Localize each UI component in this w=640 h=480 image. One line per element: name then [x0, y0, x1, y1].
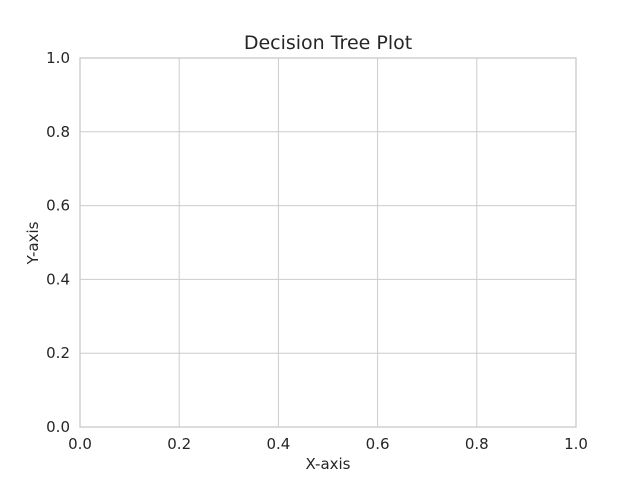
y-tick-label: 0.8 [46, 123, 70, 141]
x-tick-label: 0.8 [465, 435, 489, 453]
y-axis-label: Y-axis [24, 221, 42, 265]
x-tick-label: 0.2 [167, 435, 191, 453]
plot-frame-outline [79, 57, 577, 428]
x-tick-label: 0.6 [366, 435, 390, 453]
y-tick-labels: 0.0 0.2 0.4 0.6 0.8 1.0 [46, 49, 70, 436]
y-tick-label: 0.2 [46, 344, 70, 362]
y-tick-label: 0.4 [46, 270, 70, 288]
plot-frame [79, 57, 577, 428]
y-tick-label: 0.6 [46, 197, 70, 215]
chart-title: Decision Tree Plot [244, 32, 412, 54]
y-tick-label: 1.0 [46, 49, 70, 67]
x-tick-label: 1.0 [564, 435, 588, 453]
x-tick-labels: 0.0 0.2 0.4 0.6 0.8 1.0 [68, 435, 588, 453]
x-tick-label: 0.4 [266, 435, 290, 453]
x-axis-label: X-axis [306, 455, 351, 473]
x-tick-label: 0.0 [68, 435, 92, 453]
plot-area [79, 57, 577, 428]
y-tick-label: 0.0 [46, 418, 70, 436]
